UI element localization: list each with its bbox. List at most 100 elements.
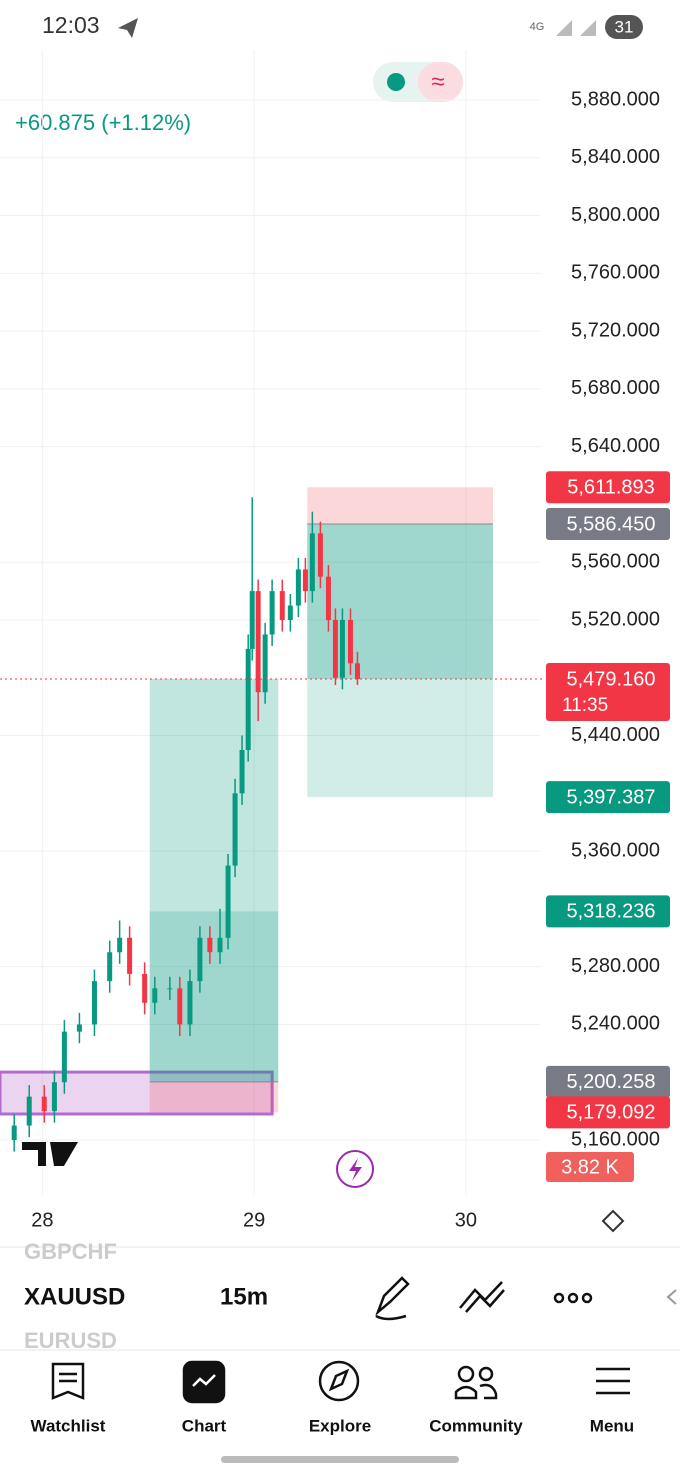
scroll-left[interactable] xyxy=(666,1289,677,1305)
candle-body xyxy=(26,1096,32,1126)
change: +60.875 (+1.12%) xyxy=(15,110,191,135)
y-tick-label: 5,560.000 xyxy=(571,551,660,573)
symbol[interactable]: XAUUSD xyxy=(24,1283,125,1310)
candle-body xyxy=(76,1024,82,1032)
price-tag-label: 5,397.387 xyxy=(567,786,656,808)
candle-body xyxy=(245,648,251,750)
candle-body xyxy=(255,591,261,693)
nav-icons xyxy=(51,1360,630,1404)
prev-symbol[interactable]: GBPCHF xyxy=(24,1239,117,1264)
settings-icon[interactable] xyxy=(601,1209,625,1233)
candle-body xyxy=(302,569,308,592)
candle-body xyxy=(91,981,97,1025)
candle-body xyxy=(332,620,338,678)
volume-label: 3.82 K xyxy=(561,1156,619,1178)
candle-body xyxy=(142,973,148,1003)
candle-body xyxy=(207,937,213,953)
draw-icon[interactable] xyxy=(375,1276,410,1321)
candle-body xyxy=(262,634,268,693)
candle-body xyxy=(167,988,173,990)
nav-label[interactable]: Menu xyxy=(590,1416,634,1435)
y-tick-label: 5,440.000 xyxy=(571,724,660,746)
y-tick-label: 5,840.000 xyxy=(571,146,660,168)
target-zone xyxy=(307,524,493,798)
network: 4G xyxy=(530,21,545,33)
price-tag-label: 5,318.236 xyxy=(567,901,656,923)
stop-zone xyxy=(307,487,493,525)
telegram-icon xyxy=(118,18,138,38)
price-tag xyxy=(546,508,670,541)
clock: 12:03 xyxy=(42,12,100,38)
indicator-icon[interactable] xyxy=(459,1281,505,1313)
y-tick-label: 5,880.000 xyxy=(571,88,660,110)
candle-body xyxy=(279,591,285,620)
toggle-wave: ≈ xyxy=(431,68,444,95)
candle-body xyxy=(61,1031,67,1083)
tv-logo xyxy=(22,1142,78,1166)
price-tag xyxy=(546,662,670,721)
battery-level: 31 xyxy=(615,17,634,36)
next-symbol[interactable]: EURUSD xyxy=(24,1328,117,1353)
candle-body xyxy=(287,605,293,620)
candle-body xyxy=(269,591,275,635)
nav-label[interactable]: Explore xyxy=(309,1416,371,1435)
x-tick-label: 30 xyxy=(455,1209,477,1231)
y-tick-label: 5,360.000 xyxy=(571,839,660,861)
nav-label[interactable]: Chart xyxy=(182,1416,227,1435)
x-tick-label: 28 xyxy=(31,1209,53,1231)
candle-body xyxy=(152,988,158,1003)
candle-body xyxy=(197,937,203,982)
candle-body xyxy=(325,576,331,620)
more-icon[interactable] xyxy=(553,1292,593,1304)
profit-zone xyxy=(149,678,279,1082)
price-tag xyxy=(546,895,670,928)
candle-body xyxy=(41,1096,47,1112)
price-tag-label: 5,479.160 xyxy=(567,668,656,690)
bolt-button[interactable] xyxy=(336,1150,374,1188)
candle-body xyxy=(177,988,183,1025)
profit-zone xyxy=(307,524,493,679)
candle-body xyxy=(225,865,231,938)
bolt xyxy=(349,1158,362,1181)
y-tick-label: 5,640.000 xyxy=(571,435,660,457)
y-tick-label: 5,760.000 xyxy=(571,262,660,284)
interval[interactable]: 15m xyxy=(220,1283,268,1310)
price-tag xyxy=(546,1065,670,1098)
stop-zone xyxy=(149,1081,279,1113)
y-tick-label: 5,720.000 xyxy=(571,319,660,341)
nav-label[interactable]: Watchlist xyxy=(31,1416,106,1435)
battery xyxy=(605,15,643,39)
nav-label[interactable]: Community xyxy=(429,1416,523,1435)
candle-body xyxy=(239,750,245,794)
candle-body xyxy=(232,793,238,866)
price-tag xyxy=(546,1096,670,1129)
candle-body xyxy=(354,663,360,679)
y-tick-label: 5,160.000 xyxy=(571,1128,660,1150)
countdown: 11:35 xyxy=(562,695,608,716)
signal-icon xyxy=(556,20,596,36)
price-tag-label: 5,586.450 xyxy=(567,513,656,535)
home-indicator xyxy=(221,1456,459,1463)
price-tag-label: 5,179.092 xyxy=(567,1102,656,1124)
price-tag-label: 5,611.893 xyxy=(567,477,655,499)
toggle-right[interactable] xyxy=(418,62,463,102)
y-tick-label: 5,520.000 xyxy=(571,608,660,630)
candle-body xyxy=(127,937,133,974)
candle-body xyxy=(117,937,123,953)
y-tick-label: 5,680.000 xyxy=(571,377,660,399)
price-tag-label: 5,200.258 xyxy=(567,1071,656,1093)
candle-body xyxy=(217,937,223,953)
chart: 5,880.000 5,840.000 5,800.000 5,760.000 5,72… xyxy=(0,50,670,1231)
candle-body xyxy=(339,620,345,678)
y-tick-label: 5,280.000 xyxy=(571,955,660,977)
target-zone xyxy=(149,911,279,1082)
candle-body xyxy=(347,620,353,664)
price-tag xyxy=(546,471,670,504)
candle-body xyxy=(295,569,301,606)
candle-body xyxy=(51,1082,57,1112)
y-tick-label: 5,800.000 xyxy=(571,204,660,226)
y-tick-label: 5,240.000 xyxy=(571,1013,660,1035)
candle-body xyxy=(317,533,323,577)
